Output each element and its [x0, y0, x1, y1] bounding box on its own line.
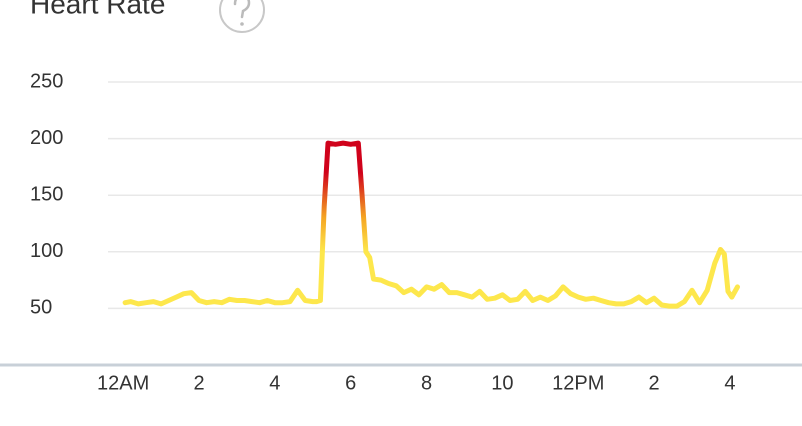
heart-rate-line — [122, 140, 740, 309]
x-tick-label: 8 — [421, 372, 432, 394]
help-icon[interactable] — [219, 0, 265, 33]
x-tick-label: 4 — [269, 372, 280, 394]
x-tick-label: 12PM — [552, 372, 604, 394]
x-tick-label: 6 — [345, 372, 356, 394]
x-tick-label: 12AM — [97, 372, 149, 394]
y-tick-label: 250 — [30, 70, 63, 92]
y-tick-label: 150 — [30, 183, 63, 205]
x-tick-label: 10 — [491, 372, 513, 394]
x-tick-label: 4 — [724, 372, 735, 394]
y-tick-label: 50 — [30, 297, 52, 319]
help-dot[interactable] — [240, 22, 244, 26]
x-tick-label: 2 — [193, 372, 204, 394]
help-glyph[interactable] — [233, 0, 251, 19]
x-tick-label: 2 — [649, 372, 660, 394]
y-tick-label: 200 — [30, 127, 63, 149]
chart-title: Heart Rate — [30, 0, 165, 19]
y-tick-label: 100 — [30, 240, 63, 262]
